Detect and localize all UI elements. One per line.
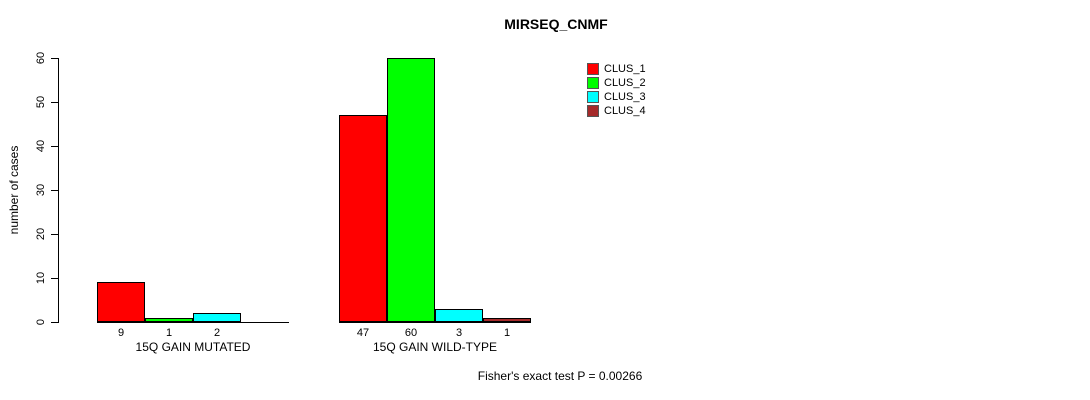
- legend-label: CLUS_2: [604, 77, 646, 89]
- bar-clus_1: [339, 115, 387, 322]
- legend-label: CLUS_4: [604, 105, 646, 117]
- annotation-text: Fisher's exact test P = 0.00266: [477, 369, 643, 383]
- bar-value-label: 1: [503, 327, 511, 339]
- legend: CLUS_1 CLUS_2 CLUS_3 CLUS_4: [587, 63, 646, 119]
- legend-swatch-clus_2: [587, 77, 599, 89]
- bar-value-label: 2: [213, 327, 221, 339]
- legend-label: CLUS_3: [604, 91, 646, 103]
- bar-clus_2: [387, 58, 435, 322]
- y-axis-tick: [51, 278, 58, 279]
- y-axis-tick-label: 20: [35, 227, 47, 241]
- chart-title: MIRSEQ_CNMF: [504, 16, 608, 32]
- legend-item: CLUS_1: [587, 63, 646, 75]
- legend-label: CLUS_1: [604, 63, 646, 75]
- y-axis-tick-label: 50: [35, 95, 47, 109]
- y-axis-tick-label: 0: [35, 318, 47, 326]
- y-axis-tick: [51, 322, 58, 323]
- bar-clus_1: [97, 282, 145, 322]
- bar-value-label: 1: [165, 327, 173, 339]
- bar-clus_3: [193, 313, 241, 322]
- legend-item: CLUS_3: [587, 91, 646, 103]
- y-axis-tick-label: 60: [35, 51, 47, 65]
- y-axis-tick-label: 30: [35, 183, 47, 197]
- bar-value-label: 47: [356, 327, 370, 339]
- group-label: 15Q GAIN MUTATED: [135, 340, 251, 354]
- y-axis-tick-label: 10: [35, 271, 47, 285]
- y-axis-tick: [51, 234, 58, 235]
- y-axis-tick-label: 40: [35, 139, 47, 153]
- y-axis-tick: [51, 102, 58, 103]
- group-label: 15Q GAIN WILD-TYPE: [372, 340, 498, 354]
- legend-swatch-clus_3: [587, 91, 599, 103]
- y-axis-tick: [51, 58, 58, 59]
- y-axis-label: number of cases: [7, 145, 21, 235]
- bar-clus_4: [483, 318, 531, 322]
- bar-clus_2: [145, 318, 193, 322]
- bar-clus_3: [435, 309, 483, 322]
- y-axis-tick: [51, 146, 58, 147]
- bar-value-label: 9: [117, 327, 125, 339]
- x-baseline: [339, 322, 531, 323]
- bar-value-label: 3: [455, 327, 463, 339]
- legend-swatch-clus_4: [587, 105, 599, 117]
- legend-item: CLUS_2: [587, 77, 646, 89]
- bar-value-label: 60: [404, 327, 418, 339]
- y-axis-tick: [51, 190, 58, 191]
- legend-swatch-clus_1: [587, 63, 599, 75]
- legend-item: CLUS_4: [587, 105, 646, 117]
- x-baseline: [97, 322, 289, 323]
- y-axis-line: [58, 58, 59, 323]
